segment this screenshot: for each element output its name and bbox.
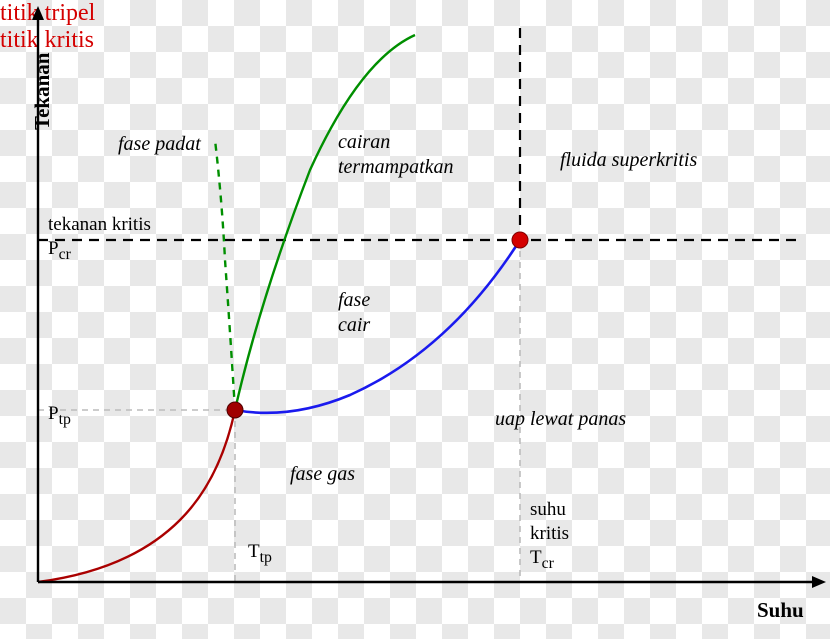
label-tcr-l1: suhu [530, 499, 566, 520]
label-ptp: Ptp [48, 402, 71, 430]
label-tcr-sub: cr [542, 554, 554, 571]
label-liquid-l1: fase [338, 289, 370, 311]
label-superheated-vapor: uap lewat panas [495, 407, 626, 432]
fusion-solid-curve [235, 35, 415, 410]
label-pcr-sym: P [48, 238, 59, 259]
label-tcr: suhu kritis Tcr [530, 498, 569, 573]
sublimation-curve [38, 410, 235, 582]
label-tcr-l2: kritis [530, 523, 569, 544]
critical-point [512, 232, 528, 248]
label-pcr: tekanan kritis Pcr [48, 213, 151, 264]
vaporization-curve [235, 240, 520, 413]
x-axis-arrow [812, 576, 826, 588]
diagram-svg [0, 0, 830, 639]
label-compressed-liquid-l2: termampatkan [338, 156, 454, 178]
label-ttp-sub: tp [260, 549, 272, 566]
label-compressed-liquid: cairan termampatkan [338, 130, 454, 180]
label-supercritical: fluida superkritis [560, 148, 697, 173]
y-axis-arrow [32, 6, 44, 20]
label-tcr-sym: T [530, 547, 542, 568]
triple-point [227, 402, 243, 418]
y-axis-label: Tekanan [30, 53, 55, 130]
phase-diagram: fase padat cairan termampatkan fluida su… [0, 0, 830, 639]
x-axis-label: Suhu [757, 598, 804, 623]
label-ttp: Ttp [248, 540, 272, 568]
label-ptp-sub: tp [59, 411, 71, 428]
label-pcr-line1: tekanan kritis [48, 214, 151, 235]
label-pcr-sub: cr [59, 246, 71, 263]
label-liquid-phase: fase cair [338, 288, 370, 338]
label-ttp-sym: T [248, 541, 260, 562]
label-gas-phase: fase gas [290, 462, 355, 487]
label-ptp-sym: P [48, 403, 59, 424]
fusion-dashed-curve [215, 140, 235, 410]
label-liquid-l2: cair [338, 314, 370, 336]
label-solid-phase: fase padat [118, 132, 201, 157]
label-compressed-liquid-l1: cairan [338, 131, 390, 153]
